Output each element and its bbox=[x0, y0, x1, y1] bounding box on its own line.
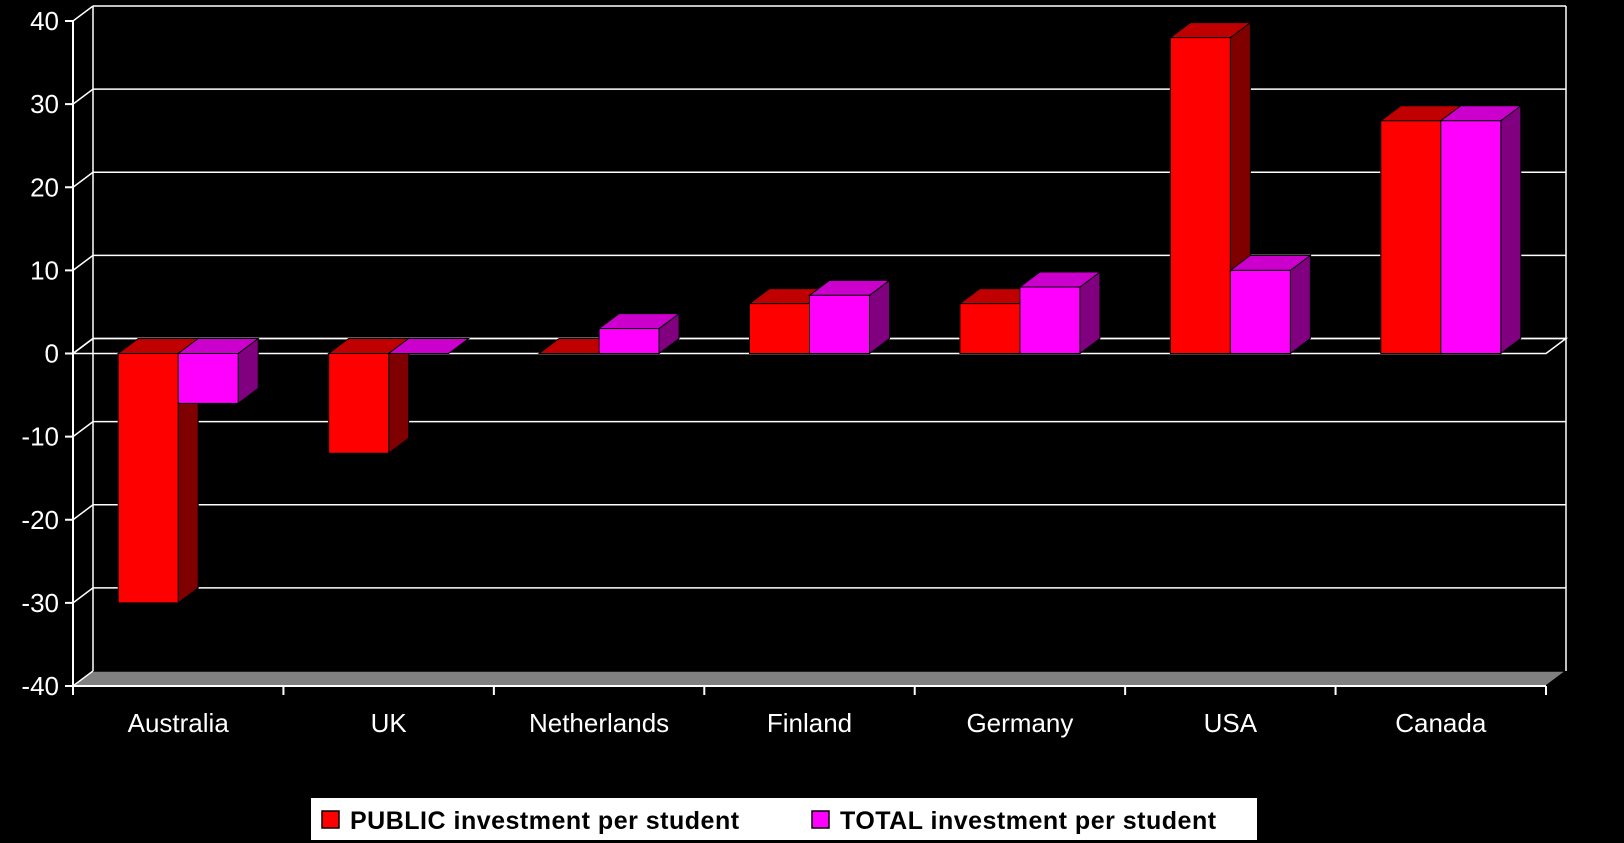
y-tick-label: 30 bbox=[30, 89, 59, 119]
legend-swatch-public bbox=[321, 810, 340, 829]
x-tick-label: Australia bbox=[128, 708, 230, 738]
bar-front bbox=[598, 328, 660, 354]
gridline-depth bbox=[72, 5, 94, 22]
bar-front bbox=[959, 303, 1021, 354]
bar bbox=[1439, 104, 1523, 355]
legend-label-total: TOTAL investment per student bbox=[840, 807, 1217, 835]
bar-front bbox=[1440, 120, 1502, 354]
legend-label-public: PUBLIC investment per student bbox=[350, 807, 740, 835]
bars-layer bbox=[116, 21, 1523, 604]
chart-floor bbox=[70, 670, 1569, 687]
bar-top bbox=[387, 338, 471, 354]
gridline-depth bbox=[72, 171, 94, 188]
gridline-depth bbox=[72, 421, 94, 438]
x-tick-label: Germany bbox=[966, 708, 1073, 738]
gridline-depth bbox=[72, 504, 94, 521]
x-tick-label: Netherlands bbox=[529, 708, 669, 738]
gridline-depth bbox=[72, 587, 94, 604]
bar-front bbox=[1380, 120, 1442, 354]
bar-side bbox=[1289, 254, 1311, 355]
bar-side bbox=[1500, 104, 1522, 355]
y-tick-label: -10 bbox=[21, 422, 59, 452]
axes-layer bbox=[65, 20, 1547, 695]
bar-front bbox=[328, 353, 390, 454]
gridline-depth bbox=[72, 88, 94, 105]
bar bbox=[176, 337, 260, 405]
bar bbox=[387, 338, 471, 354]
x-tick-label: USA bbox=[1204, 708, 1258, 738]
y-tick-label: -30 bbox=[21, 588, 59, 618]
bar-front bbox=[809, 294, 870, 354]
gridline-depth bbox=[72, 254, 94, 271]
gridline-depth bbox=[72, 670, 94, 687]
y-tick-label: -20 bbox=[21, 505, 59, 535]
y-tick-label: 20 bbox=[30, 172, 59, 202]
bar bbox=[1228, 254, 1312, 355]
y-tick-label: 40 bbox=[30, 6, 59, 36]
legend-swatch-total bbox=[811, 810, 830, 829]
legend: PUBLIC investment per student TOTAL inve… bbox=[309, 796, 1259, 842]
bar bbox=[808, 279, 891, 355]
bar-side bbox=[388, 337, 410, 455]
bar-front bbox=[1169, 37, 1231, 354]
bar bbox=[116, 337, 200, 604]
legend-box bbox=[309, 796, 1259, 842]
y-tick-label: 0 bbox=[45, 339, 59, 369]
y-tick-labels: -40 -30 -20 -10 0 10 20 30 40 bbox=[21, 6, 59, 701]
bar bbox=[1018, 271, 1102, 355]
bar-front bbox=[117, 353, 179, 604]
bar bbox=[597, 312, 681, 355]
bar bbox=[327, 337, 411, 455]
bar-front bbox=[177, 353, 239, 404]
y-tick-label: -40 bbox=[21, 671, 59, 701]
bar-front bbox=[1229, 269, 1291, 354]
x-tick-label: Finland bbox=[767, 708, 852, 738]
bar-front bbox=[749, 303, 810, 354]
y-tick-label: 10 bbox=[30, 255, 59, 285]
x-tick-label: Canada bbox=[1395, 708, 1487, 738]
bar-front bbox=[1019, 286, 1081, 354]
chart-floor-layer bbox=[70, 670, 1569, 687]
x-tick-labels: Australia UK Netherlands Finland Germany USA C… bbox=[128, 708, 1487, 738]
x-tick-label: UK bbox=[371, 708, 408, 738]
